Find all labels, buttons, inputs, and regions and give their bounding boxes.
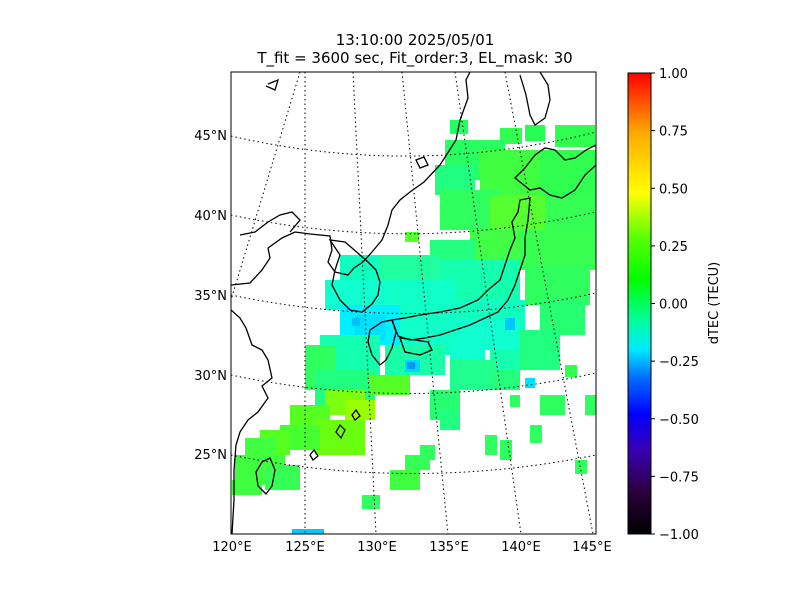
lon-label-140: 140°E [501, 540, 541, 555]
dtec-patch [565, 365, 577, 377]
plot-title-params: T_fit = 3600 sec, Fit_order:3, EL_mask: … [257, 49, 573, 67]
lon-label-135: 135°E [429, 540, 469, 555]
lat-label-30: 30°N [194, 369, 227, 384]
lon-label-125: 125°E [285, 540, 325, 555]
dtec-patch [520, 330, 560, 370]
cb-tick-neg1: −1.00 [659, 528, 699, 543]
dtec-patch [362, 495, 380, 509]
dtec-patch [525, 378, 535, 388]
dtec-patch [500, 440, 512, 460]
dtec-patch [575, 460, 587, 474]
cb-tick-0.25: 0.25 [659, 240, 688, 255]
dtec-patch [405, 232, 419, 242]
lat-label-35: 35°N [194, 289, 227, 304]
dtec-patch [540, 150, 596, 200]
graticule [231, 72, 596, 534]
cb-tick-0.75: 0.75 [659, 125, 688, 140]
dtec-patch [540, 395, 565, 415]
cb-tick-neg0.5: −0.50 [659, 413, 699, 428]
dtec-patch [440, 410, 460, 430]
coastlines [231, 72, 596, 534]
colorbar-ticks [651, 72, 655, 535]
dtec-patch [525, 125, 545, 141]
dtec-patch [555, 125, 595, 147]
lat-label-45: 45°N [194, 129, 227, 144]
colorbar [627, 72, 652, 535]
lon-labels: 120°E 125°E 130°E 135°E 140°E 145°E [212, 540, 612, 555]
dtec-patch [530, 425, 542, 443]
dtec-patch [490, 370, 520, 390]
map-frame [230, 71, 597, 535]
lon-label-145: 145°E [572, 540, 612, 555]
dtec-patch [370, 375, 410, 395]
dtec-patch [345, 400, 375, 420]
dtec-patch [545, 195, 596, 235]
dtec-patches [232, 120, 596, 534]
colorbar-tick-labels: 1.00 0.75 0.50 0.25 0.00 −0.25 −0.50 −0.… [659, 67, 699, 543]
dtec-patch [510, 395, 520, 407]
cb-tick-1: 1.00 [659, 67, 688, 82]
lon-label-130: 130°E [357, 540, 397, 555]
dtec-patch [390, 470, 420, 490]
dtec-patch [485, 435, 497, 455]
dtec-patch [450, 360, 495, 390]
dtec-patch [265, 465, 300, 490]
plot-title-time: 13:10:00 2025/05/01 [335, 31, 495, 49]
dtec-patch [500, 128, 522, 144]
dtec-patch [540, 300, 585, 335]
cb-tick-0.5: 0.50 [659, 182, 688, 197]
colorbar-label: dTEC (TECU) [707, 262, 722, 345]
dtec-patch [420, 445, 435, 460]
cb-tick-neg0.25: −0.25 [659, 355, 699, 370]
lat-labels: 45°N 40°N 35°N 30°N 25°N [194, 129, 227, 463]
dtec-patch [292, 529, 324, 534]
cb-tick-0: 0.00 [659, 298, 688, 313]
dtec-patch [520, 230, 596, 270]
dtec-patch [450, 340, 485, 360]
dtec-patch [525, 265, 590, 305]
dtec-patch [407, 362, 415, 369]
cb-tick-neg0.75: −0.75 [659, 470, 699, 485]
lat-label-40: 40°N [194, 209, 227, 224]
lon-label-120: 120°E [212, 540, 252, 555]
lat-label-25: 25°N [194, 448, 227, 463]
dtec-patch [232, 480, 262, 495]
dtec-patch [245, 438, 275, 458]
dtec-patch [585, 395, 596, 415]
dtec-patch [352, 318, 360, 326]
dtec-patch [505, 318, 515, 330]
